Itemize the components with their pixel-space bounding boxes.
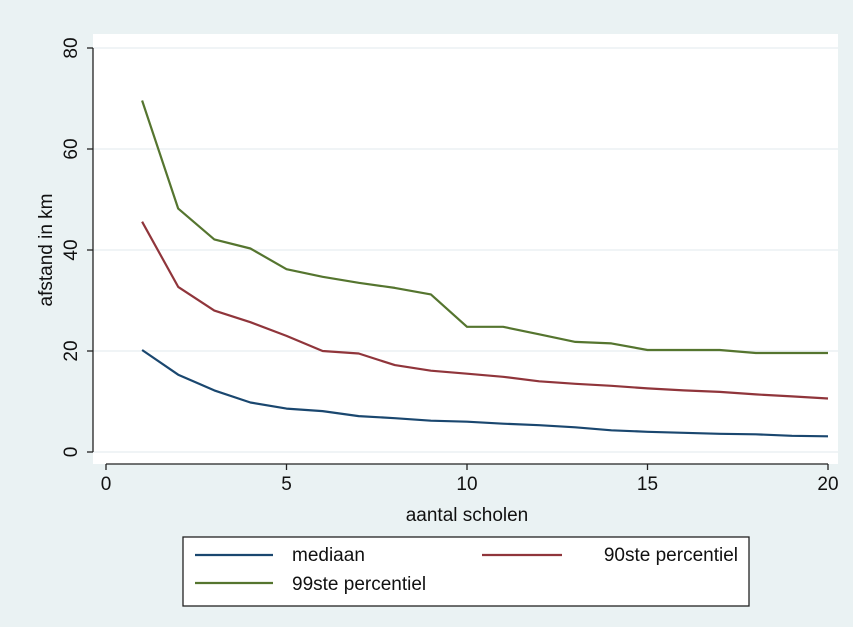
series-line-0 [141, 349, 829, 438]
series-lines [141, 100, 829, 438]
y-axis-label: afstand in km [36, 194, 57, 307]
y-tick-label: 20 [61, 340, 82, 361]
legend-label-mediaan: mediaan [292, 545, 365, 566]
legend-label-90ste-percentiel: 90ste percentiel [604, 545, 738, 566]
legend-label-99ste-percentiel: 99ste percentiel [292, 574, 426, 595]
y-tick-label: 40 [61, 239, 82, 260]
y-tick-label: 0 [61, 447, 82, 458]
gridlines [93, 47, 838, 453]
x-tick-label: 10 [456, 474, 477, 495]
series-line-1 [141, 221, 829, 400]
y-tick-label: 80 [61, 37, 82, 58]
x-tick-label: 20 [817, 474, 838, 495]
plot-area [93, 34, 838, 464]
x-tick-label: 0 [101, 474, 112, 495]
legend: mediaan 90ste percentiel 99ste percentie… [182, 536, 750, 607]
series-line-2 [141, 100, 828, 355]
legend-box [182, 536, 750, 607]
x-axis-label: aantal scholen [406, 505, 529, 526]
axes: 0 20 40 60 80 0 5 10 15 20 [61, 37, 839, 495]
y-tick-label: 60 [61, 138, 82, 159]
x-tick-label: 5 [281, 474, 292, 495]
x-tick-label: 15 [637, 474, 658, 495]
